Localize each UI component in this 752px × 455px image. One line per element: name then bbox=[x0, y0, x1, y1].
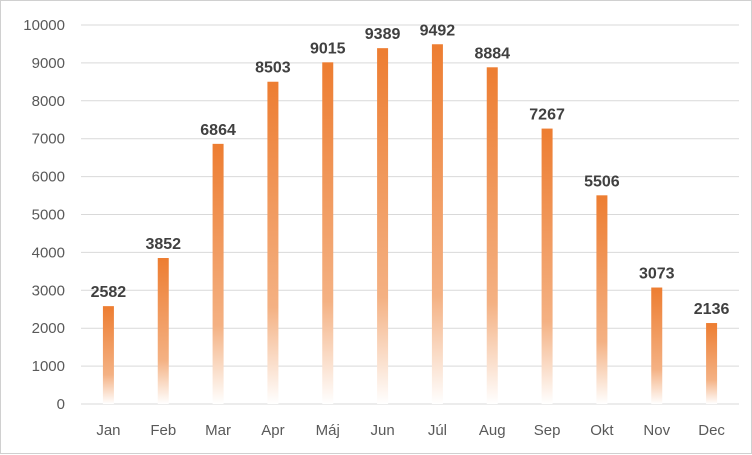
y-tick-label: 3000 bbox=[32, 282, 65, 299]
bar-Jan bbox=[102, 306, 114, 404]
bar-Aug bbox=[486, 67, 498, 405]
x-tick-label: Jun bbox=[370, 422, 394, 439]
gridlines bbox=[81, 24, 739, 405]
bar-Apr bbox=[267, 81, 279, 404]
y-tick-label: 2000 bbox=[32, 320, 65, 337]
data-label: 2136 bbox=[694, 301, 730, 318]
y-tick-label: 10000 bbox=[23, 17, 65, 34]
data-label: 9492 bbox=[420, 22, 456, 39]
bar-Dec bbox=[706, 323, 718, 404]
data-label: 9015 bbox=[310, 40, 346, 57]
data-label: 6864 bbox=[200, 122, 236, 139]
x-tick-label: Apr bbox=[261, 422, 284, 439]
bar-Máj bbox=[322, 62, 334, 404]
y-tick-label: 6000 bbox=[32, 169, 65, 186]
bars bbox=[102, 44, 718, 405]
y-tick-label: 0 bbox=[57, 396, 65, 413]
x-tick-label: Nov bbox=[643, 422, 670, 439]
bar-Nov bbox=[651, 287, 663, 404]
y-tick-label: 1000 bbox=[32, 358, 65, 375]
data-label: 5506 bbox=[584, 173, 620, 190]
data-label: 7267 bbox=[529, 107, 565, 124]
bar-Sep bbox=[541, 128, 553, 404]
data-label: 9389 bbox=[365, 26, 401, 43]
bar-Júl bbox=[431, 44, 443, 404]
x-tick-label: Mar bbox=[205, 422, 231, 439]
bar-Jun bbox=[377, 48, 389, 405]
y-tick-label: 5000 bbox=[32, 207, 65, 224]
y-axis: 0 1000 2000 3000 4000 5000 6000 7000 8000 9000 100… bbox=[23, 17, 65, 413]
x-tick-label: Sep bbox=[534, 422, 561, 439]
x-tick-label: Júl bbox=[428, 422, 447, 439]
data-label: 3852 bbox=[145, 236, 181, 253]
y-tick-label: 4000 bbox=[32, 244, 65, 261]
data-labels: 2582 3852 6864 8503 9015 9389 9492 8884 7267 5506… bbox=[91, 22, 730, 318]
data-label: 3073 bbox=[639, 266, 675, 283]
bar-Feb bbox=[157, 258, 169, 404]
y-tick-label: 8000 bbox=[32, 93, 65, 110]
x-tick-label: Jan bbox=[96, 422, 120, 439]
x-axis: Jan Feb Mar Apr Máj Jun Júl Aug Sep Okt Nov Dec bbox=[96, 422, 725, 439]
x-tick-label: Aug bbox=[479, 422, 506, 439]
y-tick-label: 7000 bbox=[32, 131, 65, 148]
x-tick-label: Okt bbox=[590, 422, 614, 439]
data-label: 8884 bbox=[474, 45, 510, 62]
x-tick-label: Máj bbox=[316, 422, 340, 439]
bar-Okt bbox=[596, 195, 608, 404]
data-label: 8503 bbox=[255, 60, 291, 77]
x-tick-label: Feb bbox=[150, 422, 176, 439]
x-tick-label: Dec bbox=[698, 422, 725, 439]
bar-Mar bbox=[212, 143, 224, 404]
data-label: 2582 bbox=[91, 284, 127, 301]
y-tick-label: 9000 bbox=[32, 55, 65, 72]
